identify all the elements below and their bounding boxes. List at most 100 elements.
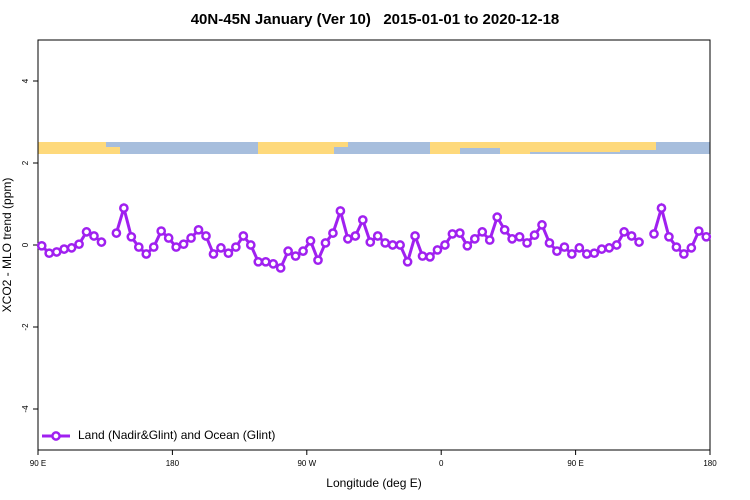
- data-point: [701, 231, 712, 242]
- legend-label: Land (Nadir&Glint) and Ocean (Glint): [78, 428, 275, 442]
- data-point: [365, 237, 376, 247]
- data-point: [335, 206, 346, 216]
- data-point: [51, 247, 62, 257]
- y-tick-label: -4: [21, 405, 30, 413]
- data-point: [44, 248, 55, 259]
- data-point: [507, 234, 517, 244]
- data-point: [664, 231, 674, 242]
- data-point: [604, 243, 615, 253]
- data-point: [432, 245, 443, 255]
- data-point: [223, 248, 234, 259]
- data-point: [522, 238, 532, 248]
- data-point: [201, 231, 211, 241]
- data-point: [649, 229, 659, 239]
- data-point: [193, 224, 204, 235]
- data-point: [514, 231, 525, 242]
- data-point: [484, 235, 495, 245]
- data-point: [275, 263, 286, 273]
- data-point: [440, 240, 450, 250]
- data-point: [372, 231, 383, 241]
- data-point: [626, 231, 637, 241]
- data-point: [559, 242, 570, 252]
- y-tick-label: 4: [21, 78, 30, 83]
- legend-marker: [51, 431, 61, 441]
- data-point: [567, 249, 577, 259]
- data-point: [208, 249, 219, 259]
- data-point: [611, 240, 622, 250]
- data-point: [141, 249, 152, 259]
- x-tick-label: 90 W: [297, 459, 316, 468]
- land-band: [530, 142, 620, 152]
- data-point: [89, 231, 99, 241]
- y-tick-label: 2: [21, 160, 30, 165]
- data-point: [477, 227, 488, 237]
- data-point: [671, 242, 682, 252]
- data-point: [686, 243, 697, 253]
- data-point: [111, 228, 122, 238]
- data-point: [417, 251, 428, 261]
- data-point: [126, 231, 137, 242]
- data-point: [96, 237, 107, 247]
- data-point: [36, 240, 47, 251]
- land-band: [460, 142, 500, 148]
- legend-entry: Land (Nadir&Glint) and Ocean (Glint): [42, 428, 275, 442]
- x-tick-label: 180: [703, 459, 717, 468]
- surface-band: [38, 142, 710, 154]
- x-tick-label: 0: [439, 459, 444, 468]
- data-point: [171, 242, 181, 252]
- data-point: [283, 246, 293, 256]
- data-point: [66, 243, 77, 253]
- x-tick-label: 90 E: [30, 459, 46, 468]
- data-point: [156, 226, 167, 236]
- data-point: [469, 234, 480, 244]
- data-point: [589, 248, 600, 259]
- data-point: [245, 240, 256, 250]
- data-point: [425, 252, 435, 262]
- data-point: [499, 224, 510, 235]
- data-point: [343, 234, 353, 244]
- data-point: [163, 233, 174, 243]
- data-point: [402, 256, 413, 267]
- data-point: [148, 242, 159, 252]
- data-point: [357, 215, 368, 225]
- data-point: [320, 238, 331, 248]
- x-tick-label: 90 E: [567, 459, 583, 468]
- data-point: [410, 231, 420, 241]
- data-point: [462, 240, 473, 251]
- data-point: [253, 256, 264, 267]
- land-band: [38, 142, 106, 154]
- y-tick-label: 0: [21, 242, 30, 247]
- data-point: [529, 230, 540, 241]
- data-point: [395, 240, 405, 250]
- x-axis-label: Longitude (deg E): [326, 476, 421, 490]
- data-point: [81, 227, 92, 237]
- data-point: [216, 243, 226, 253]
- data-point: [238, 231, 249, 241]
- data-point: [380, 238, 391, 248]
- data-point: [290, 251, 301, 261]
- data-point: [298, 246, 308, 256]
- data-point: [679, 249, 689, 259]
- data-point: [537, 220, 547, 230]
- land-band: [620, 142, 656, 150]
- data-point: [447, 229, 458, 239]
- land-band: [106, 147, 120, 154]
- data-point: [178, 239, 189, 250]
- data-point: [552, 246, 562, 256]
- data-point: [133, 242, 144, 252]
- data-point: [313, 255, 323, 266]
- data-point: [574, 243, 585, 253]
- data-point: [268, 259, 279, 269]
- data-point: [693, 226, 704, 236]
- y-axis-label: XCO2 - MLO trend (ppm): [0, 178, 14, 313]
- data-point: [634, 237, 644, 247]
- data-point: [387, 240, 398, 250]
- data-point: [328, 228, 338, 238]
- data-point: [492, 212, 503, 222]
- chart-title: 40N-45N January (Ver 10) 2015-01-01 to 2…: [191, 11, 560, 28]
- data-point: [260, 256, 271, 267]
- land-band: [258, 142, 334, 154]
- land-band: [500, 142, 530, 154]
- land-band: [334, 142, 348, 147]
